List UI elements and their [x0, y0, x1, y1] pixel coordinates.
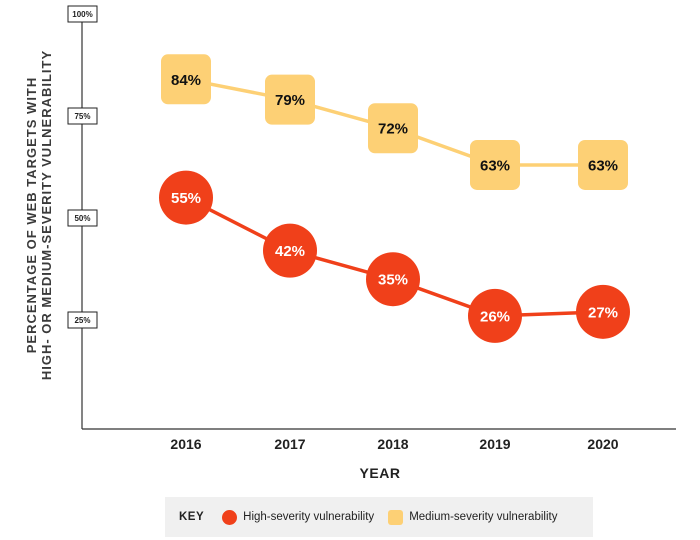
medium-severity-marker	[265, 74, 315, 125]
y-axis-title-line: HIGH- OR MEDIUM-SEVERITY VULNERABILITY	[39, 50, 54, 380]
y-tick-box	[67, 311, 98, 329]
medium-severity-data-label: 79%	[275, 92, 305, 109]
high-severity-data-label: 26%	[480, 308, 510, 325]
high-severity-point: 27%	[576, 284, 630, 339]
high-severity-data-label: 55%	[171, 190, 201, 207]
x-tick-label: 2016	[170, 436, 201, 452]
legend-label-medium: Medium-severity vulnerability	[409, 511, 558, 523]
legend: KEY High-severity vulnerability Medium-s…	[165, 497, 593, 537]
medium-severity-swatch	[388, 509, 404, 525]
x-ticks: 2016 2017 2018 2019 2020	[170, 436, 618, 452]
y-tick-box	[67, 209, 98, 227]
medium-severity-point: 79%	[265, 74, 315, 125]
x-tick-label: 2018	[377, 436, 408, 452]
medium-severity-marker	[161, 54, 211, 105]
x-tick-label: 2019	[479, 436, 510, 452]
y-ticks: 100% 75% 50% 25%	[67, 5, 98, 329]
y-tick-2: 50%	[67, 209, 98, 227]
high-severity-point: 55%	[159, 170, 213, 225]
high-severity-marker	[468, 288, 522, 343]
medium-severity-data-label: 84%	[171, 72, 201, 89]
medium-severity-point: 63%	[578, 139, 628, 190]
x-tick-label: 2020	[587, 436, 618, 452]
line-chart: 100% 75% 50% 25% PERCENTAGE OF WEB TARGETS …	[24, 5, 676, 481]
y-tick-label: 100%	[72, 10, 92, 19]
y-tick-label: 25%	[74, 316, 90, 325]
high-severity-marker	[159, 170, 213, 225]
high-severity-swatch	[222, 509, 238, 525]
medium-severity-marker	[368, 103, 418, 154]
legend-entry-high: High-severity vulnerability	[222, 509, 375, 525]
legend-entry-medium: Medium-severity vulnerability	[388, 509, 558, 525]
x-axis-title: YEAR	[360, 465, 401, 481]
y-tick-box	[67, 107, 98, 125]
high-severity-data-label: 35%	[378, 272, 408, 289]
x-tick-label: 2017	[274, 436, 305, 452]
high-severity-marker	[576, 284, 630, 339]
high-severity-marker	[263, 223, 317, 278]
high-severity-data-label: 42%	[275, 243, 305, 260]
y-axis-title: PERCENTAGE OF WEB TARGETS WITH HIGH- OR M…	[24, 50, 54, 380]
high-severity-point: 26%	[468, 288, 522, 343]
medium-severity-marker	[578, 139, 628, 190]
legend-key-label: KEY	[179, 511, 205, 523]
y-tick-1: 75%	[67, 107, 98, 125]
y-axis-title-line: PERCENTAGE OF WEB TARGETS WITH	[24, 77, 39, 354]
y-tick-0: 100%	[67, 5, 98, 23]
medium-severity-data-label: 63%	[588, 157, 618, 174]
high-severity-point: 42%	[263, 223, 317, 278]
series-markers: 84% 79% 72% 63% 63% 55% 42% 35% 26% 27%	[159, 54, 630, 343]
legend-label-high: High-severity vulnerability	[243, 511, 375, 523]
y-tick-box	[67, 5, 98, 23]
y-tick-label: 50%	[74, 214, 90, 223]
medium-severity-data-label: 72%	[378, 121, 408, 138]
high-severity-marker	[366, 252, 420, 307]
medium-severity-point: 72%	[368, 103, 418, 154]
y-tick-3: 25%	[67, 311, 98, 329]
medium-severity-marker	[470, 139, 520, 190]
high-severity-point: 35%	[366, 252, 420, 307]
medium-severity-point: 84%	[161, 54, 211, 105]
high-severity-data-label: 27%	[588, 304, 618, 321]
medium-severity-point: 63%	[470, 139, 520, 190]
y-tick-label: 75%	[74, 112, 90, 121]
medium-severity-data-label: 63%	[480, 157, 510, 174]
